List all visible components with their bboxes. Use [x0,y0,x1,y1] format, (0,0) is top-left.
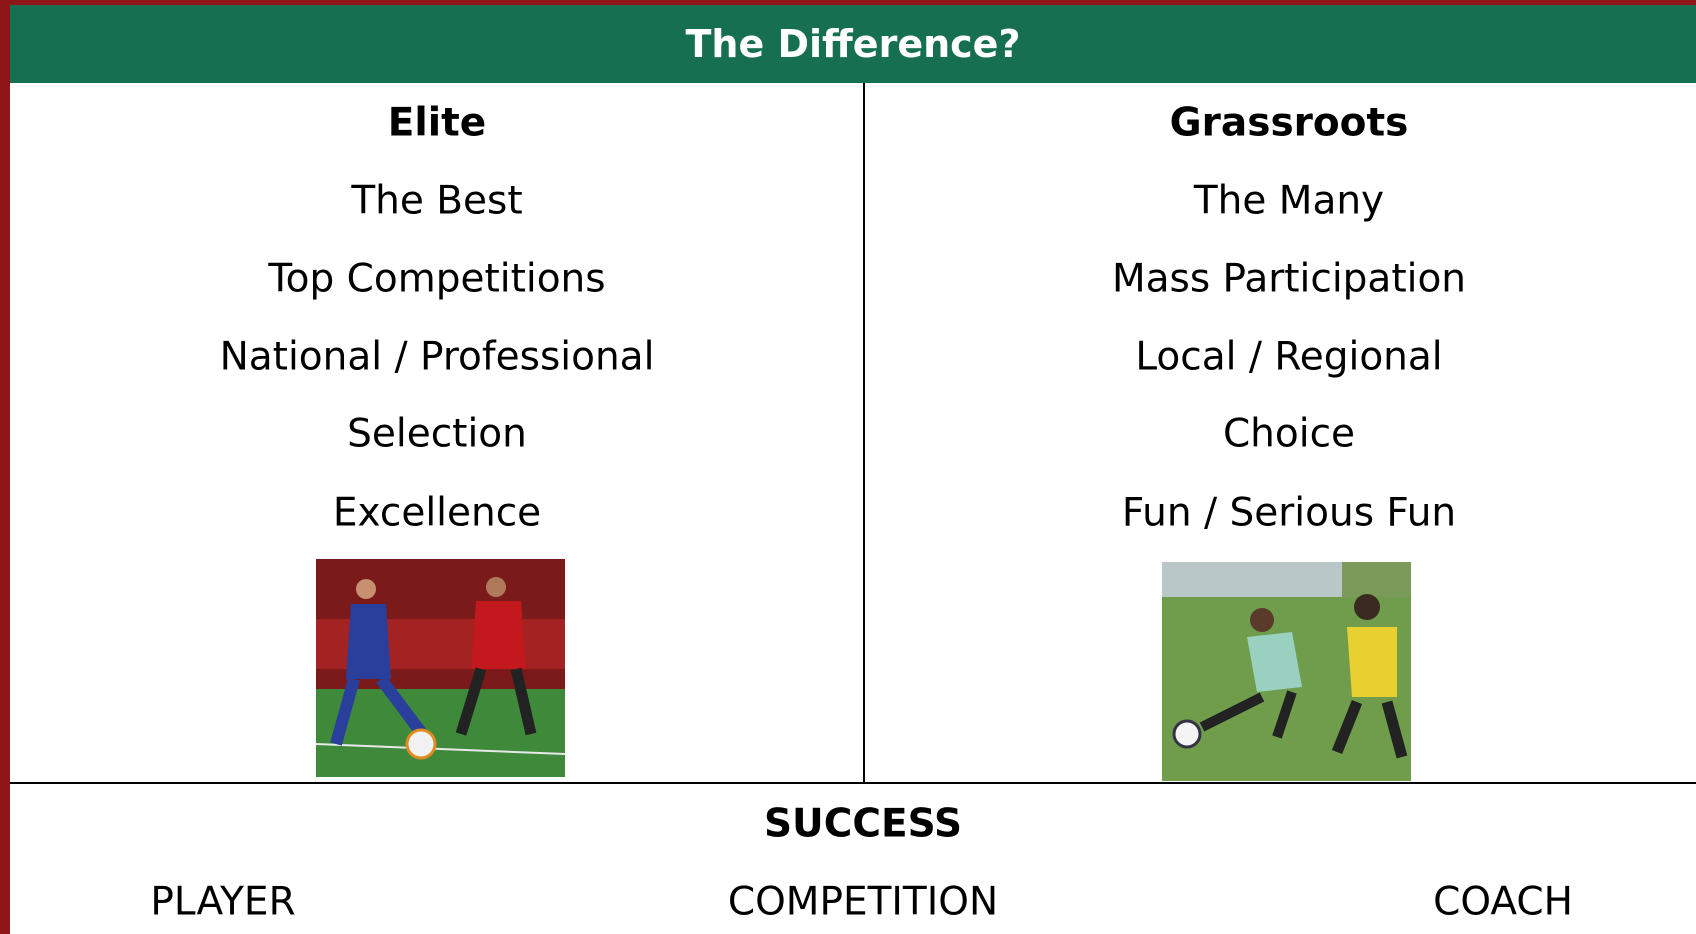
column-item: Top Competitions [268,256,606,302]
row-divider [10,782,1696,784]
elite-photo [316,559,565,777]
column-item: The Best [351,178,523,224]
column-item: National / Professional [219,334,655,380]
column-item: Local / Regional [1135,334,1443,380]
grassroots-photo [1162,562,1411,781]
footer-heading: SUCCESS [763,801,963,847]
footer-item: COACH [1433,879,1573,925]
column-item: Mass Participation [1111,256,1467,302]
column-heading: Grassroots [1169,100,1409,146]
header-bar: The Difference? [10,5,1696,83]
column-item: The Many [1193,178,1385,224]
column-item: Fun / Serious Fun [1121,490,1457,536]
column-item: Selection [347,411,527,457]
footer-item: COMPETITION [727,879,999,925]
title: The Difference? [685,22,1021,66]
column-divider [863,83,865,783]
footer-item: PLAYER [150,879,296,925]
column-item: Excellence [332,490,542,536]
slide: The Difference? Elite The Best Top Compe… [10,5,1696,934]
column-item: Choice [1222,411,1356,457]
column-heading: Elite [387,100,487,146]
